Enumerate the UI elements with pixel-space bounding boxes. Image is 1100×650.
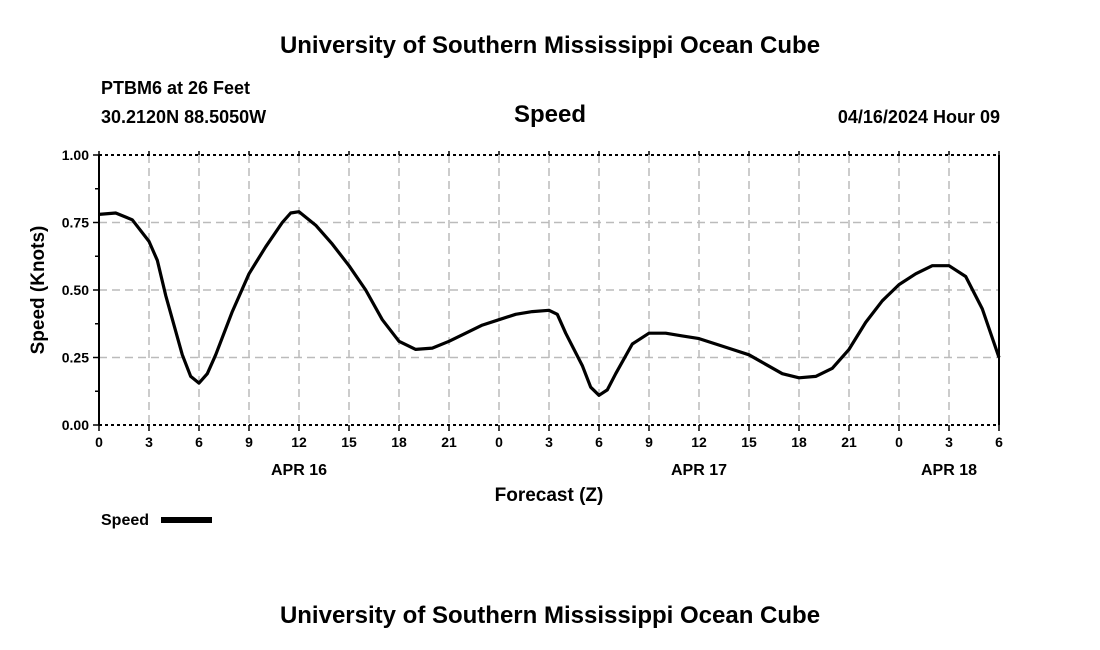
y-tick-label: 1.00 bbox=[62, 147, 89, 163]
y-tick-label: 0.25 bbox=[62, 350, 89, 366]
x-tick-label: 18 bbox=[791, 434, 807, 450]
date-label: APR 18 bbox=[921, 462, 977, 479]
x-tick-label: 6 bbox=[195, 434, 203, 450]
y-tick-label: 0.00 bbox=[62, 417, 89, 433]
x-tick-label: 15 bbox=[341, 434, 357, 450]
date-label: APR 17 bbox=[671, 462, 727, 479]
y-tick-label: 0.50 bbox=[62, 282, 89, 298]
x-tick-label: 3 bbox=[945, 434, 953, 450]
x-tick-label: 12 bbox=[691, 434, 707, 450]
date-label: APR 16 bbox=[271, 462, 327, 479]
x-tick-label: 3 bbox=[145, 434, 153, 450]
footer-title: University of Southern Mississippi Ocean… bbox=[279, 602, 821, 629]
x-tick-label: 12 bbox=[291, 434, 307, 450]
page-title: University of Southern Mississippi Ocean… bbox=[279, 32, 821, 59]
chart-title: Speed bbox=[513, 101, 587, 128]
x-tick-label: 21 bbox=[841, 434, 857, 450]
x-tick-label: 0 bbox=[895, 434, 903, 450]
x-tick-label: 18 bbox=[391, 434, 407, 450]
x-tick-label: 0 bbox=[495, 434, 503, 450]
y-tick-label: 0.75 bbox=[62, 215, 89, 231]
x-tick-label: 15 bbox=[741, 434, 757, 450]
x-tick-label: 9 bbox=[645, 434, 653, 450]
x-tick-label: 21 bbox=[441, 434, 457, 450]
x-axis-label: Forecast (Z) bbox=[495, 485, 604, 506]
x-tick-label: 3 bbox=[545, 434, 553, 450]
x-tick-label: 9 bbox=[245, 434, 253, 450]
x-tick-label: 6 bbox=[995, 434, 1003, 450]
y-axis-label: Speed (Knots) bbox=[28, 226, 49, 355]
x-tick-label: 0 bbox=[95, 434, 103, 450]
legend-label: Speed bbox=[101, 512, 149, 529]
x-tick-label: 6 bbox=[595, 434, 603, 450]
station-label: PTBM6 at 26 Feet bbox=[101, 78, 251, 98]
datetime-label: 04/16/2024 Hour 09 bbox=[837, 107, 1000, 127]
location-label: 30.2120N 88.5050W bbox=[101, 107, 267, 127]
speed-line bbox=[98, 210, 1001, 397]
